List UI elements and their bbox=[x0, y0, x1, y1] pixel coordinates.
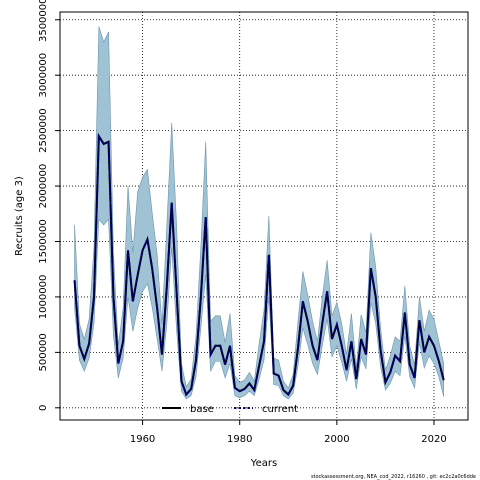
legend-label-base: base bbox=[190, 404, 214, 415]
y-axis-title: Recruits (age 3) bbox=[14, 176, 25, 256]
y-tick-label: 1500000 bbox=[38, 219, 49, 264]
legend: base current bbox=[162, 404, 298, 415]
x-tick-label: 2020 bbox=[421, 434, 446, 445]
x-axis-title: Years bbox=[250, 458, 277, 469]
y-tick-label: 2000000 bbox=[38, 164, 49, 209]
y-tick-label: 500000 bbox=[38, 333, 49, 371]
series-line-base bbox=[73, 132, 445, 397]
footer-credit: stockassessment.org, NEA_cod_2022, r1626… bbox=[311, 474, 476, 480]
y-axis-ticks: 0 500000 1000000 1500000 2000000 2500000 30000… bbox=[38, 0, 60, 411]
x-tick-label: 1980 bbox=[227, 434, 252, 445]
y-tick-label: 0 bbox=[38, 405, 49, 411]
x-tick-label: 1960 bbox=[130, 434, 155, 445]
y-tick-label: 2500000 bbox=[38, 108, 49, 153]
plot-frame bbox=[59, 11, 469, 421]
y-tick-label: 1000000 bbox=[38, 275, 49, 320]
y-tick-label: 3500000 bbox=[38, 0, 49, 42]
confidence-band bbox=[74, 26, 445, 400]
x-tick-label: 2000 bbox=[324, 434, 349, 445]
x-axis-ticks: 1960 1980 2000 2020 bbox=[130, 420, 447, 445]
y-tick-label: 3000000 bbox=[38, 53, 49, 98]
legend-label-current: current bbox=[262, 404, 298, 415]
